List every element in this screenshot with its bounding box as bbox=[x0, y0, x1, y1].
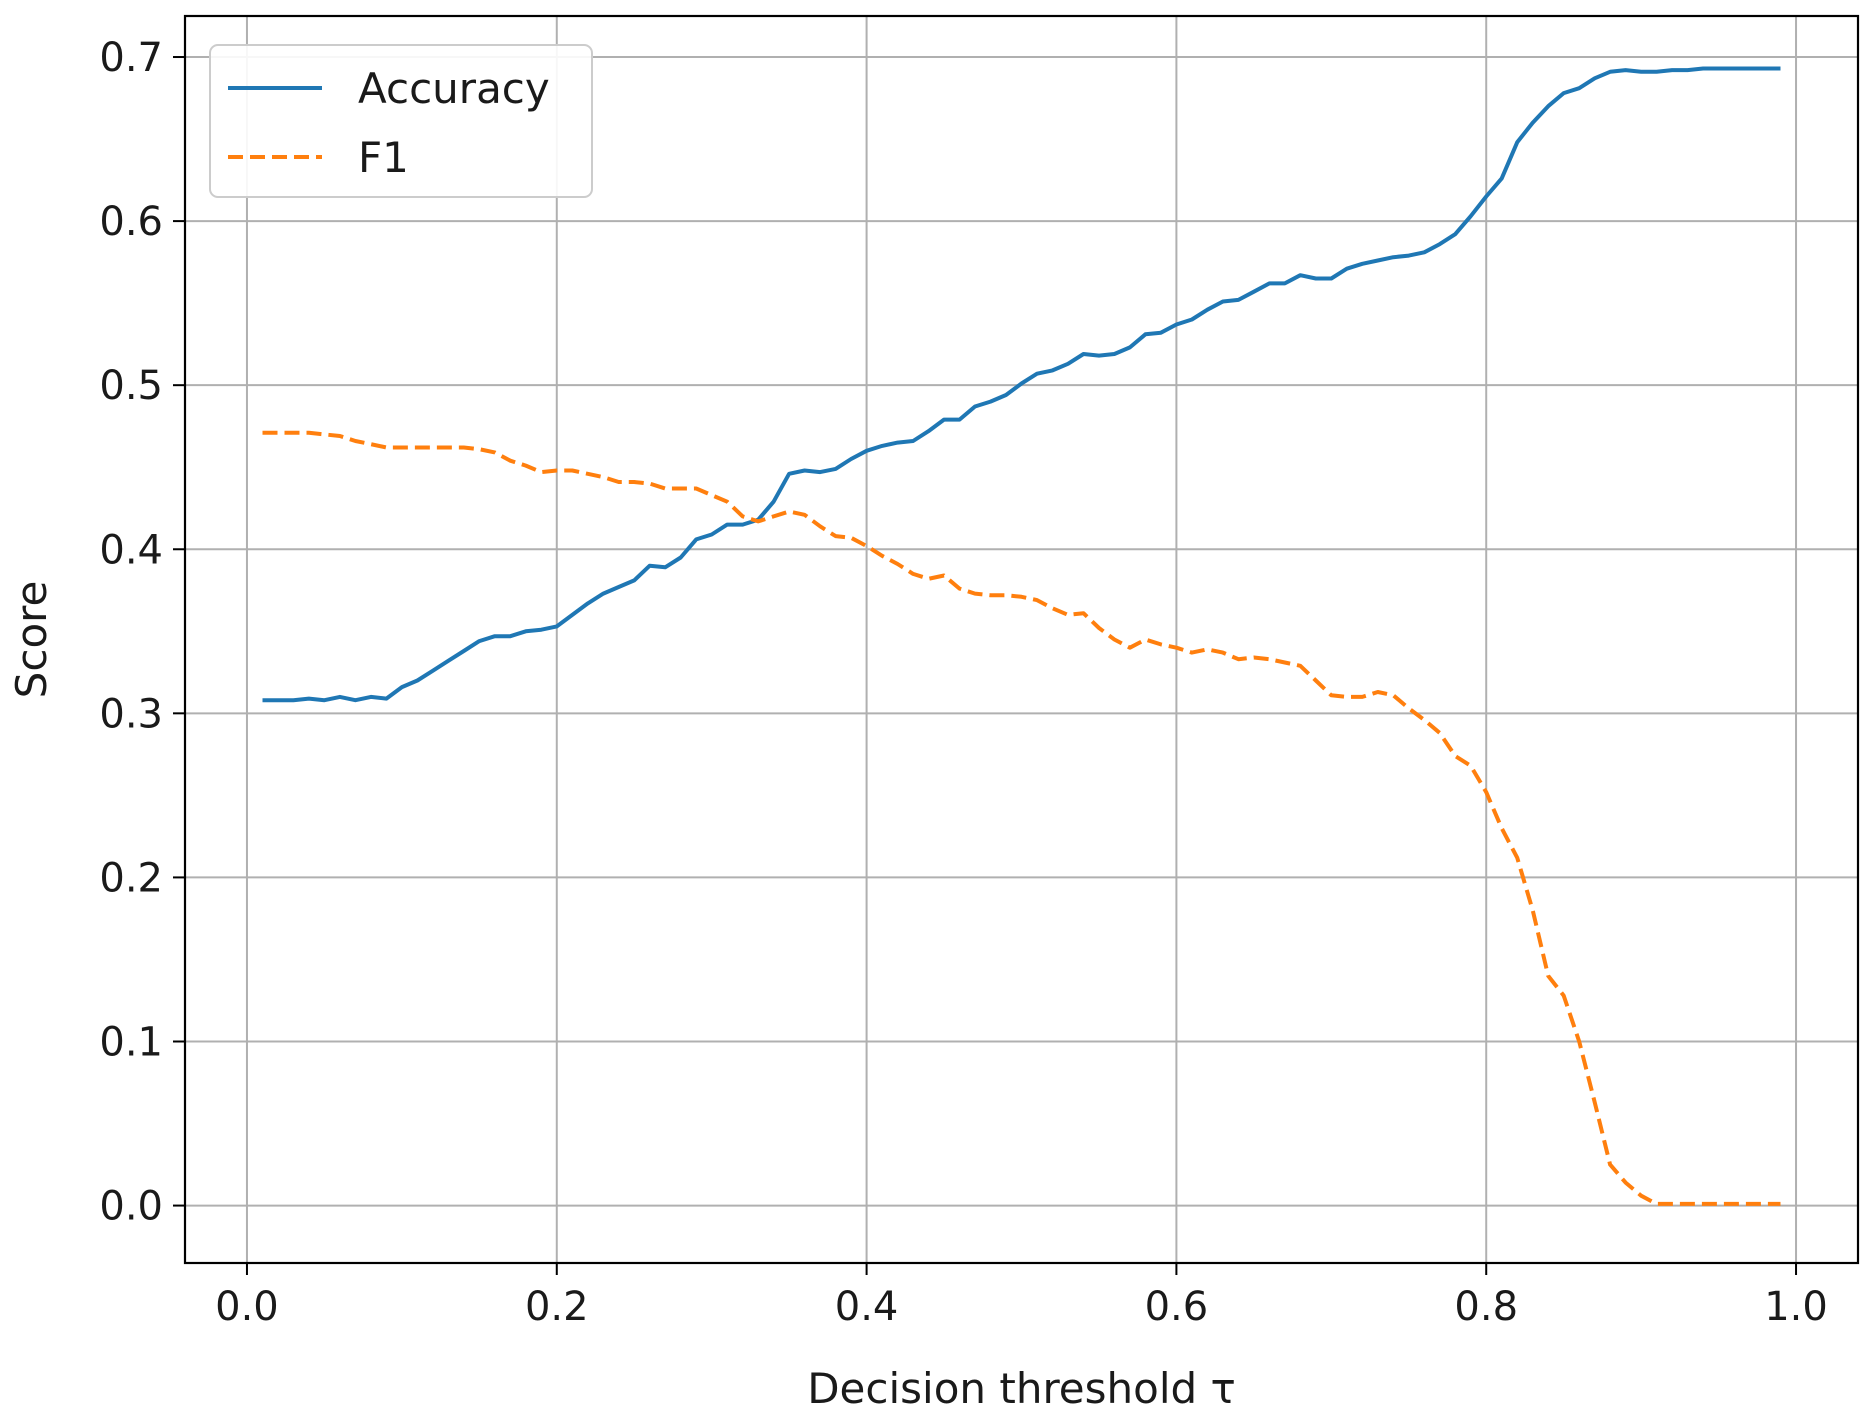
y-tick-label: 0.4 bbox=[99, 527, 163, 573]
y-tick-label: 0.6 bbox=[99, 199, 163, 245]
y-axis-label: Score bbox=[7, 581, 56, 699]
series-line-accuracy bbox=[262, 66, 1781, 703]
series-line-f1 bbox=[262, 430, 1781, 1206]
series-lines bbox=[262, 66, 1781, 1206]
y-tick-label: 0.0 bbox=[99, 1184, 163, 1230]
x-tick-label: 0.4 bbox=[835, 1284, 899, 1330]
y-tick-label: 0.3 bbox=[99, 691, 163, 737]
legend-label-f1: F1 bbox=[358, 133, 409, 182]
x-tick-label: 0.6 bbox=[1145, 1284, 1209, 1330]
grid bbox=[185, 16, 1858, 1263]
axis-ticks: 0.0 0.2 0.4 0.6 0.8 1.0 0.0 0.1 0.2 0.3 0.4 0.5 0.6 0… bbox=[99, 35, 1827, 1330]
legend: Accuracy F1 bbox=[209, 44, 593, 198]
x-tick-label: 0.0 bbox=[215, 1284, 279, 1330]
x-tick-label: 0.2 bbox=[525, 1284, 589, 1330]
legend-label-accuracy: Accuracy bbox=[358, 64, 550, 113]
y-tick-label: 0.2 bbox=[99, 855, 163, 901]
x-tick-label: 1.0 bbox=[1764, 1284, 1828, 1330]
plot-frame bbox=[183, 14, 1860, 1265]
y-tick-label: 0.5 bbox=[99, 363, 163, 409]
y-tick-label: 0.1 bbox=[99, 1019, 163, 1065]
y-tick-label: 0.7 bbox=[99, 35, 163, 81]
x-axis-label: Decision threshold τ bbox=[807, 1364, 1236, 1413]
x-tick-label: 0.8 bbox=[1454, 1284, 1518, 1330]
